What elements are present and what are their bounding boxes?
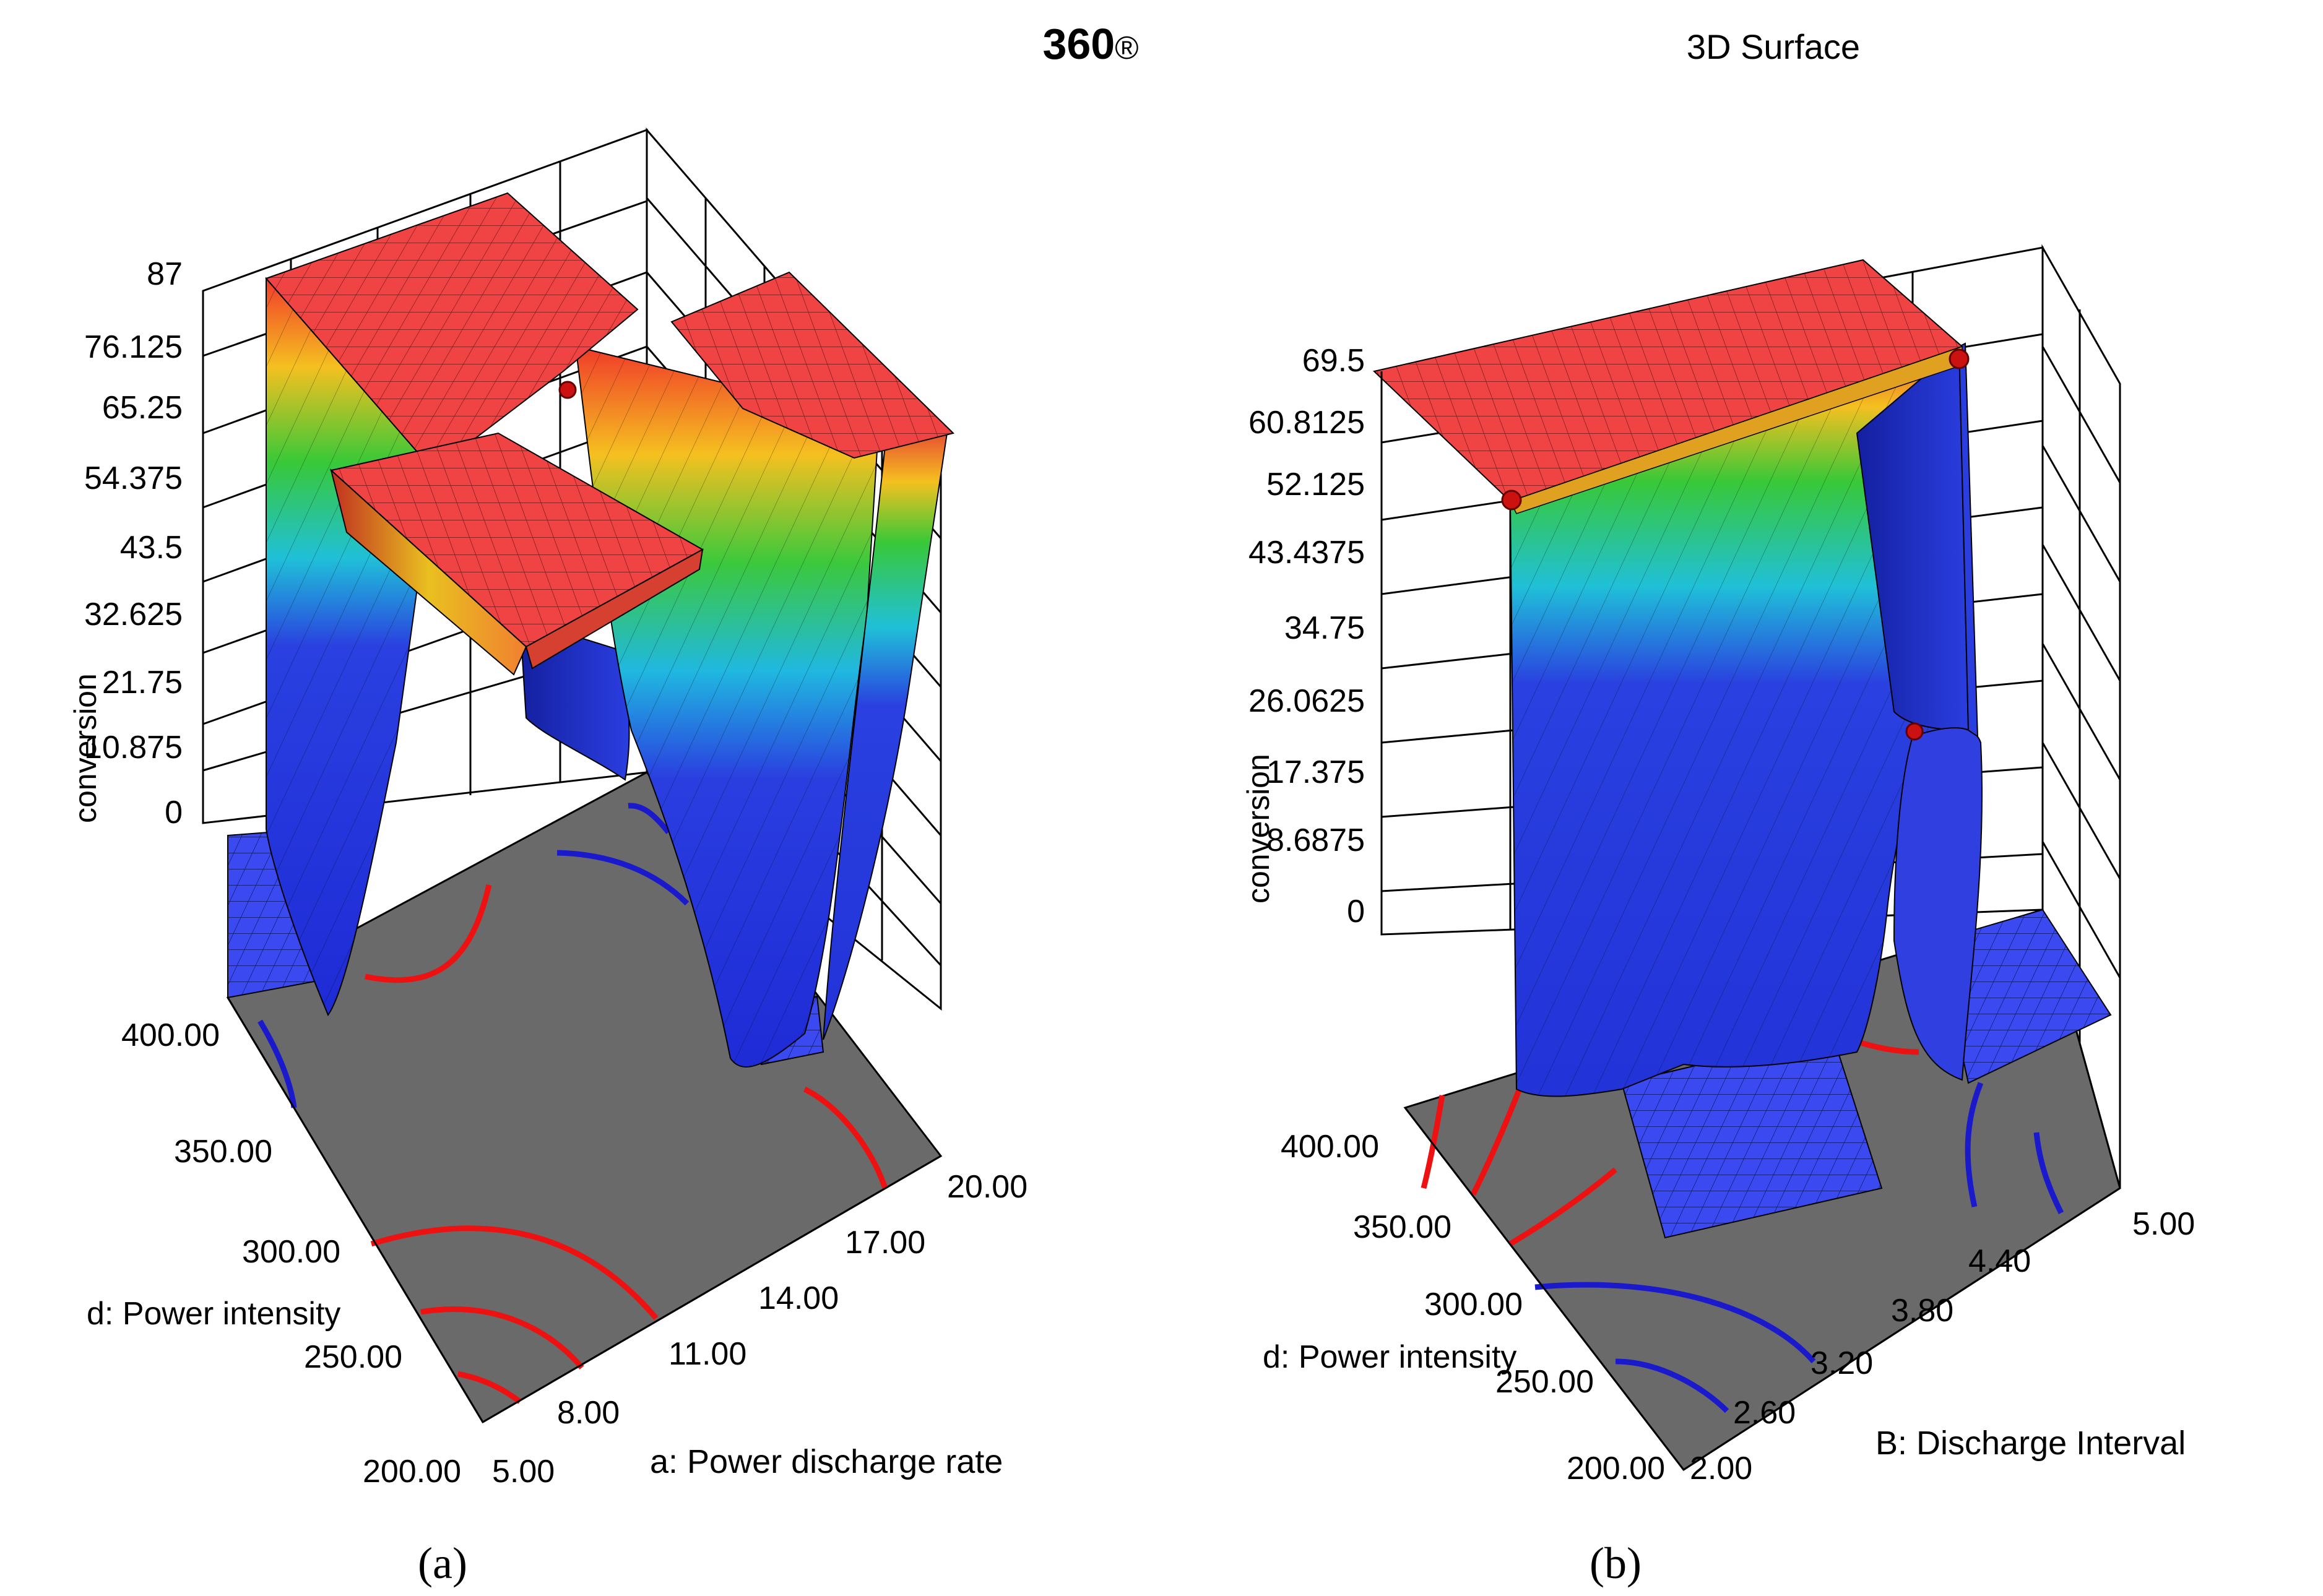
x-tick: 20.00 xyxy=(947,1169,1027,1205)
chart-a-surface-far-right xyxy=(823,432,948,1040)
z-tick: 0 xyxy=(1347,894,1365,930)
z-tick: 17.375 xyxy=(1266,754,1365,790)
chart-b-design-point xyxy=(1949,348,1970,369)
right-title: 3D Surface xyxy=(1687,27,1860,66)
chart-b-design-point xyxy=(1501,490,1522,511)
chart-a: 87 76.125 65.25 54.375 43.5 32.625 21.75… xyxy=(68,127,1027,1588)
z-tick: 76.125 xyxy=(84,329,183,365)
x-tick: 4.40 xyxy=(1968,1243,2031,1279)
x-tick: 8.00 xyxy=(557,1395,620,1431)
z-tick: 69.5 xyxy=(1302,343,1365,379)
chart-a-plateau-front-edge xyxy=(525,548,704,670)
z-tick: 10.875 xyxy=(84,730,183,766)
x-tick: 2.60 xyxy=(1733,1395,1796,1431)
chart-a-y-axis-line xyxy=(227,997,484,1423)
z-tick: 65.25 xyxy=(102,390,183,426)
z-tick: 26.0625 xyxy=(1248,683,1365,719)
x-tick: 14.00 xyxy=(758,1280,839,1316)
left-title: 360® xyxy=(1042,20,1138,68)
x-tick: 11.00 xyxy=(668,1336,746,1372)
chart-b-surface-ridge xyxy=(1893,727,1983,1081)
y-tick: 300.00 xyxy=(1424,1287,1523,1322)
chart-b-z-label: conversion xyxy=(1241,754,1276,904)
chart-a-design-point xyxy=(558,381,577,399)
chart-a-plateau-back xyxy=(265,192,639,472)
z-tick: 54.375 xyxy=(84,460,183,496)
x-tick: 2.00 xyxy=(1690,1451,1752,1486)
chart-b-floor-contours xyxy=(1421,1037,2064,1413)
chart-b-panel-label: (b) xyxy=(1590,1538,1642,1588)
chart-b-y-axis-line xyxy=(1404,1107,1685,1470)
z-tick: 60.8125 xyxy=(1248,405,1365,441)
z-tick: 8.6875 xyxy=(1266,822,1365,858)
chart-b-x-ticks: 2.00 2.60 3.20 3.80 4.40 5.00 xyxy=(1690,1206,2195,1486)
y-tick: 350.00 xyxy=(174,1134,272,1170)
x-tick: 3.20 xyxy=(1810,1345,1873,1381)
chart-b: 69.5 60.8125 52.125 43.4375 34.75 26.062… xyxy=(1241,244,2195,1588)
z-tick: 87 xyxy=(147,256,183,292)
y-tick: 200.00 xyxy=(1567,1451,1665,1486)
chart-a-floor-contours xyxy=(257,803,888,1404)
chart-a-plateau-right xyxy=(670,271,954,459)
y-tick: 250.00 xyxy=(1495,1364,1594,1400)
chart-b-x-label: B: Discharge Interval xyxy=(1875,1425,2186,1462)
z-tick: 34.75 xyxy=(1284,610,1365,646)
chart-b-wall-mesh xyxy=(1510,347,1968,1097)
chart-b-z-ticks: 69.5 60.8125 52.125 43.4375 34.75 26.062… xyxy=(1248,343,1365,930)
y-tick: 200.00 xyxy=(363,1454,461,1490)
chart-a-z-ticks: 87 76.125 65.25 54.375 43.5 32.625 21.75… xyxy=(84,256,183,830)
z-tick: 0 xyxy=(165,795,183,830)
chart-a-plateau-front-side xyxy=(330,468,527,676)
chart-a-y-ticks: 400.00 350.00 300.00 250.00 200.00 xyxy=(121,1017,461,1490)
y-tick: 250.00 xyxy=(304,1339,402,1375)
y-tick: 300.00 xyxy=(242,1234,340,1270)
z-tick: 43.4375 xyxy=(1248,535,1365,571)
chart-a-x-ticks: 5.00 8.00 11.00 14.00 17.00 20.00 xyxy=(492,1169,1027,1490)
chart-b-design-point xyxy=(1905,722,1924,741)
x-tick: 5.00 xyxy=(492,1454,555,1490)
chart-a-y-label: d: Power intensity xyxy=(87,1296,340,1332)
z-tick: 52.125 xyxy=(1266,467,1365,503)
x-tick: 5.00 xyxy=(2132,1206,2195,1242)
chart-b-y-label: d: Power intensity xyxy=(1263,1339,1516,1375)
chart-b-y-ticks: 400.00 350.00 300.00 250.00 200.00 xyxy=(1281,1129,1665,1486)
y-tick: 350.00 xyxy=(1353,1209,1451,1245)
chart-a-x-axis-line xyxy=(482,1155,941,1423)
chart-a-x-label: a: Power discharge rate xyxy=(650,1443,1003,1480)
chart-b-surface-right-wall xyxy=(1958,342,1979,738)
chart-a-panel-label: (a) xyxy=(418,1538,467,1588)
x-tick: 17.00 xyxy=(845,1225,925,1261)
x-tick: 3.80 xyxy=(1891,1293,1953,1329)
z-tick: 43.5 xyxy=(120,530,183,566)
y-tick: 400.00 xyxy=(1281,1129,1379,1165)
z-tick: 21.75 xyxy=(102,665,183,701)
chart-b-x-axis-line xyxy=(1683,1187,2121,1471)
y-tick: 400.00 xyxy=(121,1017,220,1053)
chart-a-z-label: conversion xyxy=(68,673,103,823)
z-tick: 32.625 xyxy=(84,597,183,632)
